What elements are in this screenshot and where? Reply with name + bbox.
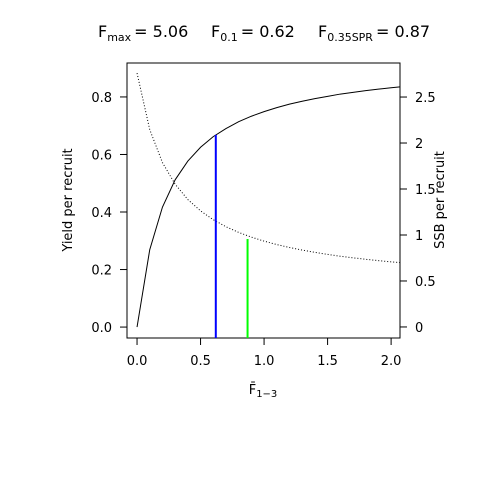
annotation-symbol: F	[211, 22, 220, 41]
series-line	[136, 86, 400, 328]
y2-tick-label: 1	[415, 229, 423, 244]
y2-tick-label: 1.5	[415, 183, 436, 198]
y2-tick-label: 0	[415, 321, 423, 336]
annotation-subscript: 0.1	[220, 31, 238, 44]
annotation-subscript: 0.35SPR	[327, 31, 373, 44]
x-axis-label-subscript: 1−3	[256, 389, 277, 400]
title-annotation: Fmax = 5.06	[98, 22, 188, 44]
x-tick-label: 1.5	[317, 354, 338, 369]
annotation-symbol: F	[318, 22, 327, 41]
x-axis-label: F̄1−3	[249, 383, 278, 400]
y-tick-label: 0.6	[91, 148, 112, 163]
y2-tick-label: 2	[415, 137, 423, 152]
y2-tick-label: 2.5	[415, 91, 436, 106]
y-tick-label: 0.4	[91, 206, 112, 221]
title-annotation: F0.1 = 0.62	[211, 22, 295, 44]
y2-tick-label: 0.5	[415, 275, 436, 290]
annotation-symbol: F	[98, 22, 107, 41]
title-annotation: F0.35SPR = 0.87	[318, 22, 430, 44]
annotation-subscript: max	[107, 31, 131, 44]
y-tick-label: 0.0	[91, 321, 112, 336]
annotation-text: = 5.06	[134, 22, 188, 41]
plot-frame	[126, 62, 401, 339]
annotation-text: = 0.62	[241, 22, 295, 41]
x-tick-label: 0.0	[127, 354, 148, 369]
y-tick-label: 0.8	[91, 91, 112, 106]
x-tick-label: 0.5	[190, 354, 211, 369]
x-axis-label-main: F̄	[249, 383, 256, 398]
y-axis-label: Yield per recruit	[61, 148, 76, 252]
y-tick-label: 0.2	[91, 264, 112, 279]
x-tick-label: 1.0	[254, 354, 275, 369]
annotation-text: = 0.87	[376, 22, 430, 41]
y2-axis-label: SSB per recruit	[433, 151, 448, 249]
x-tick-label: 2.0	[381, 354, 402, 369]
